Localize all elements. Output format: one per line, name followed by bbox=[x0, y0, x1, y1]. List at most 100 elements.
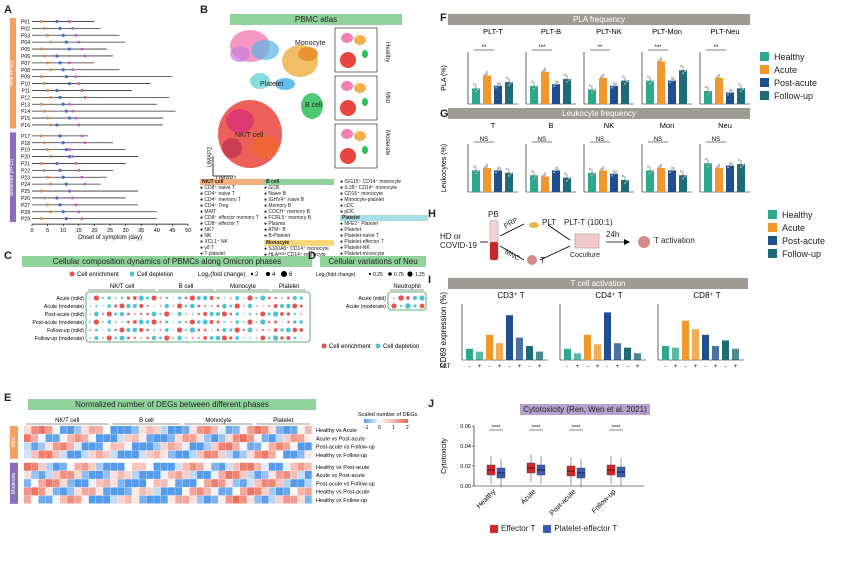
dot-mark bbox=[114, 321, 117, 323]
subplot-title: CD8⁺ T bbox=[693, 291, 720, 300]
j-legend: Effector T Platelet-effector T bbox=[490, 524, 617, 533]
data-point bbox=[683, 70, 687, 73]
heat-cell bbox=[132, 426, 139, 434]
bar bbox=[621, 180, 629, 192]
dot-mark bbox=[145, 320, 150, 324]
data-point bbox=[474, 172, 478, 175]
data-point bbox=[730, 89, 734, 92]
hospitalization-dot bbox=[49, 155, 53, 159]
bar bbox=[682, 320, 689, 360]
plt-sign: - bbox=[587, 364, 589, 370]
bar bbox=[466, 348, 473, 360]
heat-cell bbox=[110, 487, 118, 496]
panel-c-title: Cellular composition dynamics of PBMCs a… bbox=[22, 256, 312, 267]
dot-frame bbox=[387, 291, 427, 311]
data-point bbox=[472, 165, 476, 168]
heat-cell bbox=[110, 479, 118, 488]
y-axis-label: CD69 expression (%) bbox=[440, 292, 448, 368]
data-point bbox=[599, 168, 603, 171]
heat-cell bbox=[175, 487, 183, 496]
panel-e-heatmap: NK/T cell B cell Monocyte Platelet Mild Moder… bbox=[8, 410, 436, 566]
heat-cell bbox=[96, 442, 103, 451]
heat-cell bbox=[168, 434, 175, 443]
bar bbox=[604, 312, 611, 360]
data-point bbox=[563, 172, 567, 175]
sampling-dot bbox=[55, 19, 59, 24]
heat-cell bbox=[88, 450, 96, 459]
heat-cell bbox=[276, 495, 283, 504]
plt-sign: - bbox=[469, 364, 471, 370]
sampling-dot bbox=[58, 61, 62, 65]
heat-cell bbox=[31, 479, 39, 488]
heat-cell bbox=[45, 487, 53, 496]
dot-mark bbox=[210, 305, 213, 307]
heat-cell bbox=[117, 442, 125, 451]
heat-cell bbox=[24, 495, 31, 504]
dot-mark bbox=[287, 296, 290, 300]
dot-mark bbox=[260, 319, 266, 325]
panel-j-title: Cytotoxicity (Ren, Wen et al. 2021) bbox=[520, 404, 650, 415]
sig-mark: NS bbox=[538, 137, 546, 143]
heat-cell bbox=[196, 471, 204, 479]
pbmc-atlas-title: PBMC atlas bbox=[230, 14, 402, 25]
dot-mark bbox=[106, 335, 112, 341]
dot-mark bbox=[159, 320, 162, 324]
scale-swatch bbox=[379, 419, 382, 423]
data-point bbox=[483, 165, 487, 169]
heat-cell bbox=[240, 462, 247, 471]
scale-swatch bbox=[372, 419, 375, 423]
heat-cell bbox=[132, 434, 139, 443]
heat-cell bbox=[297, 471, 305, 479]
legend-item-nkt: ● CD4⁺ Treg bbox=[200, 203, 229, 209]
heat-cell bbox=[31, 426, 39, 434]
bar bbox=[530, 85, 538, 104]
heat-cell bbox=[88, 495, 96, 504]
data-point bbox=[612, 84, 616, 87]
bar bbox=[704, 163, 712, 192]
heat-cell bbox=[182, 434, 190, 443]
heat-cell bbox=[218, 479, 226, 488]
dot-mark bbox=[106, 311, 112, 317]
sampling-dot bbox=[64, 148, 68, 152]
dot-mark bbox=[242, 313, 245, 315]
heat-cell bbox=[132, 462, 139, 471]
side-label-mild: Mild bbox=[384, 92, 390, 104]
dot-mark bbox=[172, 313, 174, 315]
dot-mark bbox=[138, 319, 144, 325]
plt-sign: - bbox=[705, 364, 707, 370]
plt-sign: - bbox=[489, 364, 491, 370]
dot-frame bbox=[85, 291, 311, 343]
data-point bbox=[507, 174, 511, 177]
scale-value: 1 bbox=[392, 425, 395, 431]
dot-mark bbox=[153, 305, 155, 307]
dot-mark bbox=[281, 321, 283, 323]
sampling-dot bbox=[64, 75, 68, 79]
discharge-dot bbox=[74, 116, 78, 120]
scale-swatch bbox=[403, 419, 406, 423]
hospitalization-dot bbox=[42, 82, 46, 86]
dot-mark bbox=[286, 303, 291, 309]
dot-mark bbox=[221, 311, 227, 317]
sig-mark: ** bbox=[598, 45, 603, 51]
heat-cell bbox=[110, 471, 118, 479]
data-point bbox=[476, 88, 480, 91]
heat-cell bbox=[139, 450, 147, 459]
heat-cell bbox=[38, 479, 46, 488]
data-point bbox=[679, 170, 683, 173]
data-point bbox=[708, 163, 712, 166]
dot-mark bbox=[230, 297, 232, 299]
dot-mark bbox=[229, 336, 233, 340]
dot-mark bbox=[203, 336, 208, 340]
data-point bbox=[485, 71, 489, 74]
heat-cell bbox=[45, 479, 53, 488]
heat-cell bbox=[146, 471, 154, 479]
side-bar-mild bbox=[10, 426, 18, 459]
data-point bbox=[739, 166, 743, 169]
legend-header-bcell: B cell bbox=[264, 179, 334, 185]
data-point bbox=[614, 82, 618, 85]
data-point bbox=[719, 80, 723, 84]
legend-header-monocyte: Monocyte bbox=[264, 240, 334, 246]
heat-cell bbox=[81, 487, 89, 496]
legend-item-plt: ● Platelet-effector T bbox=[340, 239, 384, 245]
bar bbox=[563, 79, 571, 104]
